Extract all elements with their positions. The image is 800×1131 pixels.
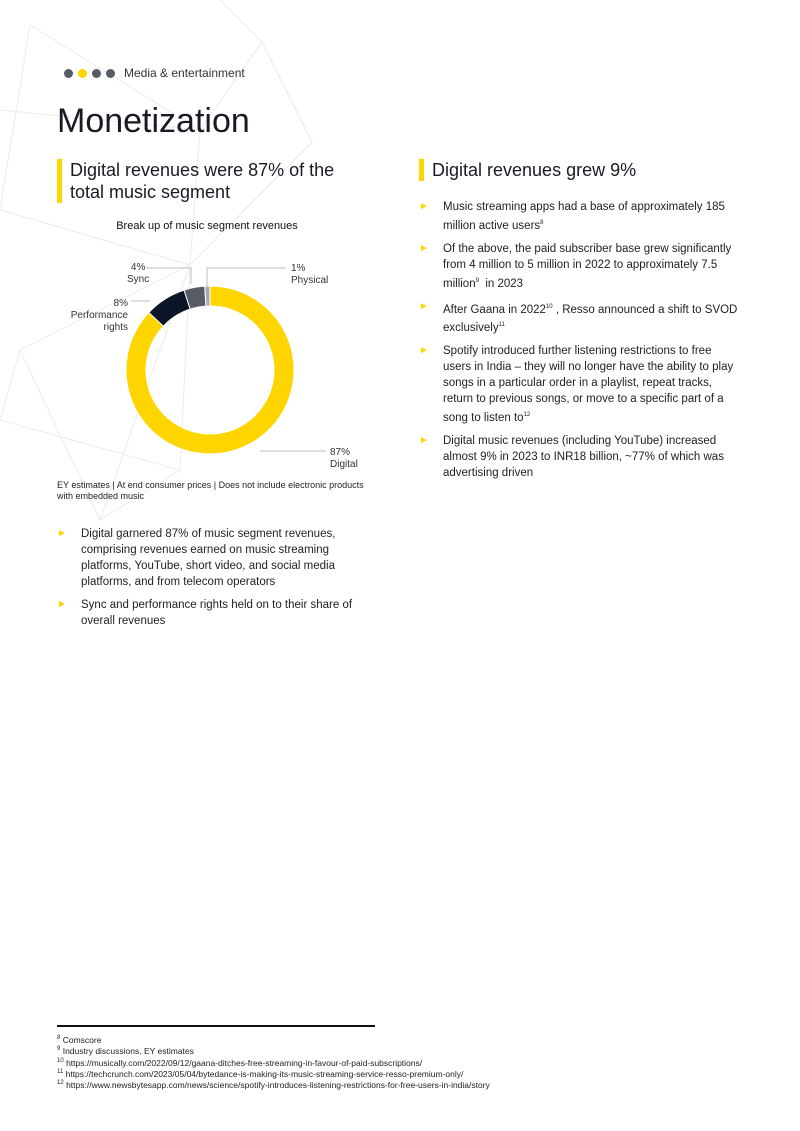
arrow-icon: ► bbox=[419, 242, 429, 254]
right-heading: Digital revenues grew 9% bbox=[419, 159, 752, 181]
list-item: ► Spotify introduced further listening re… bbox=[419, 345, 734, 425]
arrow-icon: ► bbox=[419, 345, 429, 357]
footnote: 11 https://techcrunch.com/2023/05/04/byt… bbox=[57, 1068, 464, 1079]
right-bullets: ► Music streaming apps had a base of appr… bbox=[419, 199, 739, 488]
arrow-icon: ► bbox=[419, 201, 429, 212]
list-item: ► After Gaana in 202210 , Resso announced… bbox=[419, 300, 738, 335]
donut-chart bbox=[125, 267, 326, 455]
label-sync: 4% Sync bbox=[127, 262, 150, 285]
dot-icon bbox=[106, 68, 115, 78]
arrow-icon: ► bbox=[57, 528, 67, 539]
dot-icon bbox=[92, 68, 101, 78]
footnote: 10 https://musically.com/2022/09/12/gaan… bbox=[57, 1057, 423, 1068]
section-label: Media & entertainment bbox=[124, 66, 245, 80]
list-item: ► Of the above, the paid subscriber base … bbox=[419, 242, 732, 290]
label-performance: 8% Performance rights bbox=[70, 298, 128, 333]
label-digital: 87% Digital bbox=[330, 447, 358, 470]
section-tag: Media & entertainment bbox=[64, 66, 245, 80]
page-title: Monetization bbox=[57, 102, 250, 140]
dot-icon bbox=[64, 68, 73, 78]
chart-title: Break up of music segment revenues bbox=[116, 220, 298, 232]
arrow-icon: ► bbox=[419, 300, 429, 312]
leader-line bbox=[146, 267, 192, 284]
list-item: ► Digital music revenues (including YouTu… bbox=[419, 435, 724, 480]
left-bullets: ► Digital garnered 87% of music segment r… bbox=[57, 526, 377, 636]
footnote-divider bbox=[57, 1025, 375, 1027]
list-item: ► Music streaming apps had a base of appr… bbox=[419, 201, 725, 232]
dot-icon bbox=[78, 68, 87, 78]
footnote: 8 Comscore bbox=[57, 1034, 102, 1045]
arrow-icon: ► bbox=[57, 599, 67, 610]
footnotes: 8 Comscore 9 Industry discussions, EY es… bbox=[57, 1034, 490, 1091]
arrow-icon: ► bbox=[419, 435, 429, 447]
footnote: 12 https://www.newsbytesapp.com/news/sci… bbox=[57, 1080, 490, 1091]
list-item: ► Sync and performance rights held on to … bbox=[57, 599, 353, 627]
leader-line bbox=[206, 267, 286, 288]
footnote: 9 Industry discussions, EY estimates bbox=[57, 1046, 194, 1057]
slice-physical bbox=[204, 285, 211, 307]
chart-note: EY estimates | At end consumer prices | … bbox=[57, 480, 364, 501]
slice-digital bbox=[125, 285, 295, 455]
label-physical: 1% Physical bbox=[291, 263, 329, 286]
list-item: ► Digital garnered 87% of music segment r… bbox=[57, 528, 336, 588]
left-heading: Digital revenues were 87% of the total m… bbox=[57, 159, 370, 203]
